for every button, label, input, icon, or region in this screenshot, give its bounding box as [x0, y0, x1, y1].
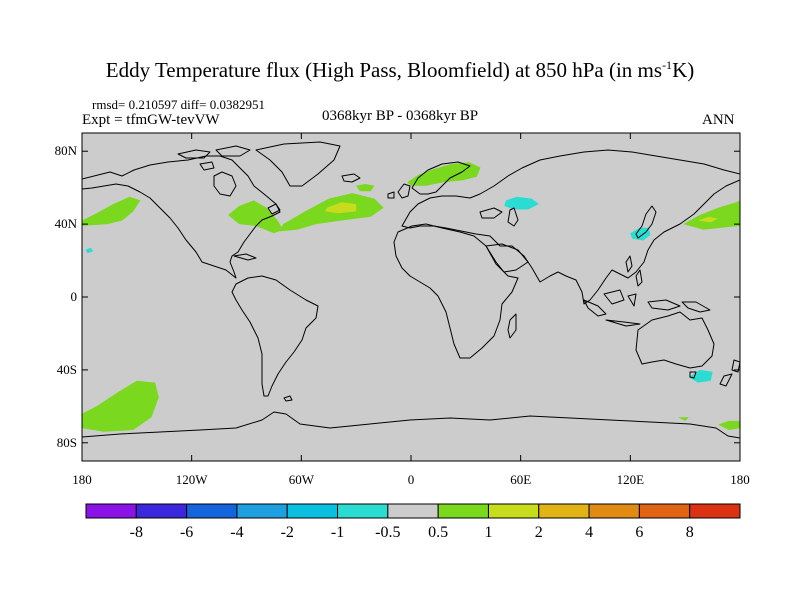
coast-british-isles: [387, 183, 411, 199]
colorbar-swatch-5: [337, 503, 389, 519]
flux-region-14: [85, 247, 93, 254]
lat-label: 40N: [55, 216, 78, 231]
lat-label: 40S: [57, 362, 77, 377]
map-background: [82, 133, 740, 461]
coast-arabia: [485, 243, 529, 273]
coast-north-america: [82, 155, 281, 279]
colorbar-swatch-2: [186, 503, 238, 519]
period-label: 0368kyr BP - 0368kyr BP: [322, 108, 479, 124]
stats-label: rmsd= 0.210597 diff= 0.0382951: [92, 97, 265, 112]
colorbar-label: 1: [484, 524, 492, 541]
lat-label: 80N: [55, 143, 78, 158]
coast-iceland: [341, 173, 361, 183]
coast-japan: [635, 205, 657, 239]
flux-region-13: [688, 369, 713, 383]
colorbar-label: 6: [635, 524, 643, 541]
flux-region-0: [82, 196, 141, 226]
flux-region-10: [677, 417, 689, 421]
colorbar-label: 0.5: [428, 524, 448, 541]
lon-label: 0: [408, 472, 415, 487]
lon-label: 120W: [176, 472, 209, 487]
coastlines: [82, 141, 740, 439]
latitude-labels: 80N 40N 0 40S 80S: [55, 143, 78, 450]
flux-region-6: [683, 200, 740, 230]
coast-new-zealand: [719, 359, 740, 387]
flux-region-7: [698, 216, 719, 223]
coast-falklands: [283, 395, 293, 402]
lat-label: 80S: [57, 435, 77, 450]
coast-hudson-bay: [213, 171, 237, 197]
colorbar-label: -8: [130, 524, 143, 541]
coast-black-sea: [479, 207, 503, 219]
colorbar-label: -0.5: [375, 524, 400, 541]
longitude-labels: 180 120W 60W 0 60E 120E 180: [72, 472, 750, 487]
page-title: Eddy Temperature flux (High Pass, Bloomf…: [0, 58, 800, 83]
lon-label: 180: [72, 472, 92, 487]
flux-region-4: [407, 162, 481, 186]
coast-philippines: [625, 255, 643, 287]
colorbar-swatch-9: [538, 503, 590, 519]
colorbar-swatch-8: [487, 503, 540, 519]
flux-region-3: [325, 202, 357, 214]
coast-south-america: [231, 275, 319, 397]
colorbar: [85, 503, 741, 519]
coast-indonesia: [583, 289, 681, 327]
coast-tasmania: [689, 371, 697, 379]
coast-africa: [393, 223, 519, 359]
colorbar-swatch-1: [135, 503, 188, 519]
colorbar-label: -6: [180, 524, 193, 541]
flux-region-1: [228, 200, 284, 234]
title-main: Eddy Temperature flux (High Pass, Bloomf…: [105, 58, 663, 82]
coast-madagascar: [507, 313, 517, 339]
coast-caspian-sea: [507, 207, 519, 227]
colorbar-label: 8: [686, 524, 694, 541]
title-unit-suffix: K): [672, 58, 695, 82]
lon-label: 60E: [510, 472, 531, 487]
flux-region-9: [718, 420, 740, 430]
colorbar-label: -4: [230, 524, 243, 541]
coast-arctic-islands: [177, 145, 251, 171]
colorbar-labels: -8 -6 -4 -2 -1 -0.5 0.5 1 2 4 6 8: [130, 524, 694, 541]
lon-label: 180: [730, 472, 750, 487]
flux-region-8: [82, 380, 159, 432]
experiment-label: Expt = tfmGW-tevVW: [82, 112, 220, 128]
colorbar-swatch-0: [85, 503, 137, 519]
lon-label: 60W: [289, 472, 315, 487]
lat-label: 0: [71, 289, 78, 304]
colorbar-label: 4: [585, 524, 593, 541]
coast-new-guinea: [681, 301, 711, 313]
colorbar-label: 2: [535, 524, 543, 541]
colorbar-swatch-3: [236, 503, 288, 519]
colorbar-swatch-10: [588, 503, 640, 519]
axis-ticks: [81, 133, 741, 461]
colorbar-swatch-12: [689, 503, 741, 519]
coast-greenland: [255, 141, 341, 187]
flux-region-11: [504, 196, 539, 210]
flux-region-5: [356, 184, 375, 192]
season-label: ANN: [702, 112, 735, 128]
flux-regions: [82, 162, 740, 432]
coast-newfoundland: [267, 203, 281, 215]
colorbar-swatch-4: [286, 503, 339, 519]
colorbar-swatch-11: [638, 503, 691, 519]
colorbar-label: -1: [331, 524, 344, 541]
colorbar-label: -2: [281, 524, 294, 541]
coast-antarctica: [82, 411, 740, 439]
coast-scandinavia: [411, 161, 471, 195]
colorbar-swatch-6: [387, 503, 439, 519]
coast-australia: [635, 311, 715, 369]
title-exponent: -1: [662, 58, 673, 72]
lon-label: 120E: [617, 472, 645, 487]
colorbar-swatch-7: [437, 503, 489, 519]
flux-region-12: [630, 227, 651, 241]
coast-cuba: [233, 253, 257, 261]
